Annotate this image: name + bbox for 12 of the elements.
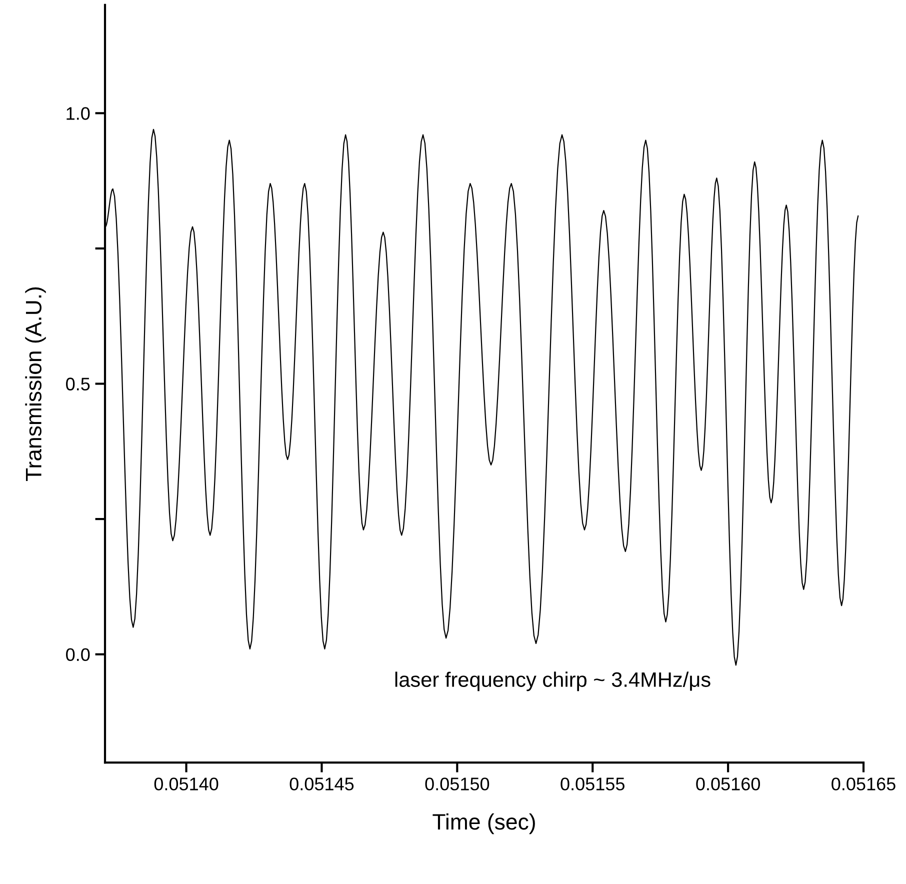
x-tick-label: 0.05150 (425, 778, 490, 790)
y-axis-title: Transmission (A.U.) (25, 287, 46, 481)
x-tick-label: 0.05160 (696, 778, 760, 790)
y-tick-label: 0.5 (66, 378, 90, 390)
x-tick-label: 0.05140 (154, 778, 218, 790)
x-tick-label: 0.05145 (290, 778, 354, 790)
y-tick-label: 1.0 (66, 107, 90, 120)
x-tick-label: 0.05165 (832, 778, 896, 790)
x-tick-label: 0.05155 (560, 778, 624, 790)
annotation: laser frequency chirp ~ 3.4MHz/μs (395, 672, 710, 692)
x-axis-title: Time (sec) (432, 813, 535, 834)
y-tick-label: 0.0 (66, 648, 90, 662)
